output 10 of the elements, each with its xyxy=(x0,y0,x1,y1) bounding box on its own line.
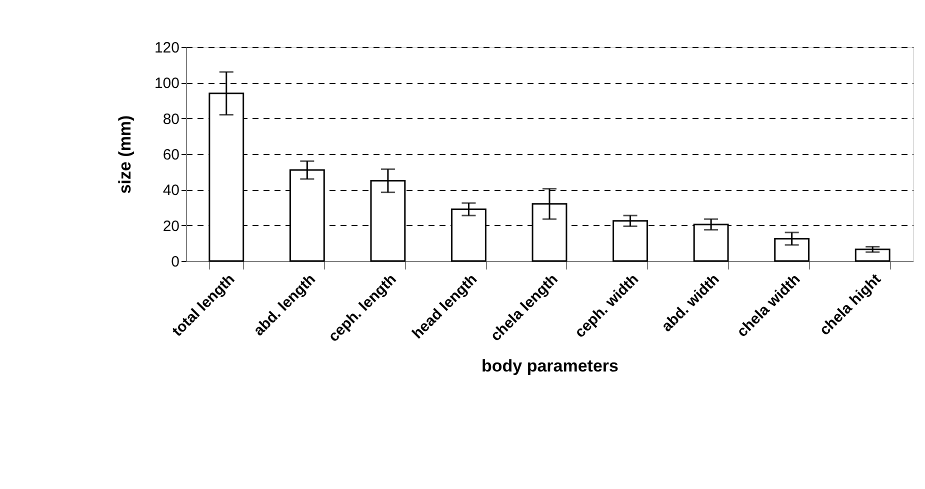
y-tick-label: 40 xyxy=(162,182,180,200)
y-tick-label: 120 xyxy=(154,40,180,56)
y-tick-label: 0 xyxy=(171,254,180,270)
y-tick-label: 100 xyxy=(154,75,180,92)
y-tick-label: 80 xyxy=(162,110,180,128)
x-axis-title: body parameters xyxy=(482,356,618,376)
bar xyxy=(854,248,890,262)
y-tick-label: 20 xyxy=(162,218,180,235)
y-axis-title: size (mm) xyxy=(115,115,134,194)
y-tick-label: 60 xyxy=(162,146,180,164)
